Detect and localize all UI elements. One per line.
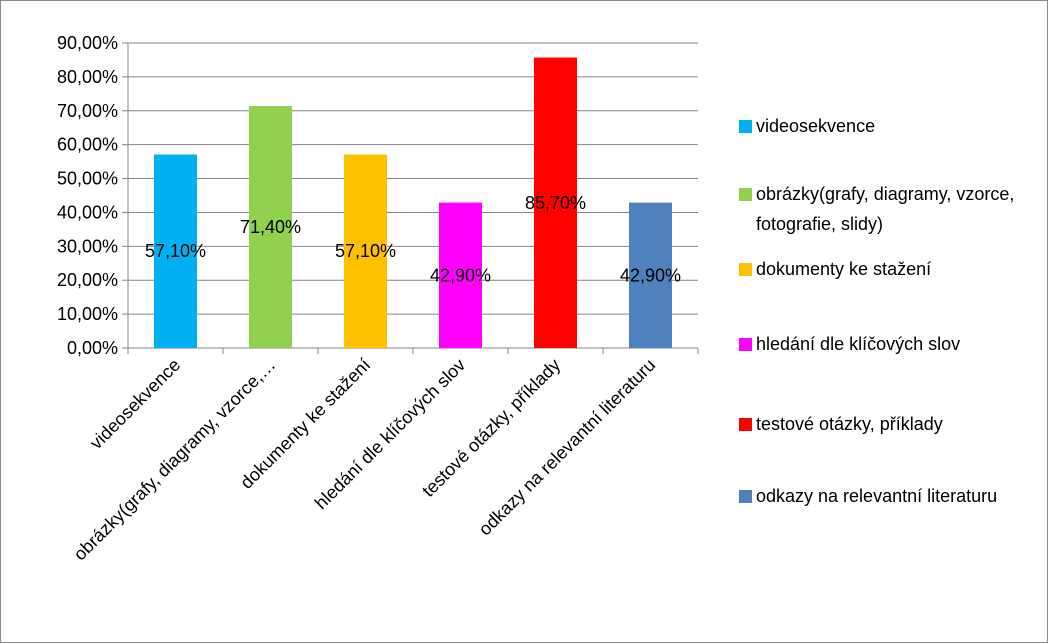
legend-item: dokumenty ke stažení: [739, 254, 1036, 284]
bar: [629, 202, 672, 348]
bar: [439, 202, 482, 348]
legend-label: dokumenty ke stažení: [756, 259, 932, 279]
y-tick-label: 60,00%: [57, 135, 118, 155]
data-label: 42,90%: [620, 265, 681, 285]
y-tick-label: 70,00%: [57, 101, 118, 121]
bars: [154, 57, 672, 349]
y-tick-label: 20,00%: [57, 270, 118, 290]
legend-swatch: [739, 418, 752, 431]
legend-item: testové otázky, příklady: [739, 409, 1036, 439]
legend-swatch: [739, 188, 752, 201]
x-category-label: hledání dle klíčových slov: [311, 355, 469, 513]
bar: [154, 154, 197, 348]
x-category-label: videosekvence: [86, 355, 184, 453]
axes: [122, 42, 699, 354]
data-label: 42,90%: [430, 265, 491, 285]
legend-item: odkazy na relevantní literaturu: [739, 481, 1036, 511]
legend-swatch: [739, 338, 752, 351]
y-tick-label: 40,00%: [57, 202, 118, 222]
legend-swatch: [739, 263, 752, 276]
legend-label: odkazy na relevantní literaturu: [756, 486, 998, 506]
data-label: 85,70%: [525, 193, 586, 213]
x-category-label: obrázky(grafy, diagramy, vzorce,…: [70, 355, 280, 565]
legend-label: testové otázky, příklady: [756, 414, 943, 434]
legend-item: obrázky(grafy, diagramy, vzorce, fotogra…: [739, 179, 1036, 239]
legend-swatch: [739, 120, 752, 133]
data-label: 71,40%: [240, 217, 301, 237]
legend-item: hledání dle klíčových slov: [739, 329, 1036, 359]
legend-label: videosekvence: [756, 116, 876, 136]
x-category-label: odkazy na relevantní literaturu: [475, 355, 660, 540]
bar: [249, 106, 292, 349]
legend-label: obrázky(grafy, diagramy, vzorce, fotogra…: [756, 184, 1015, 234]
y-tick-label: 50,00%: [57, 169, 118, 189]
y-tick-labels: 0,00% 10,00% 20,00% 30,00% 40,00% 50,00% 60,00…: [57, 33, 118, 358]
y-tick-label: 30,00%: [57, 236, 118, 256]
data-label: 57,10%: [145, 241, 206, 261]
bar: [344, 154, 387, 348]
y-tick-label: 80,00%: [57, 67, 118, 87]
y-tick-label: 90,00%: [57, 33, 118, 53]
legend-item: videosekvence: [739, 111, 1036, 141]
legend-label: hledání dle klíčových slov: [756, 334, 961, 354]
y-tick-label: 10,00%: [57, 304, 118, 324]
legend: videosekvence obrázky(grafy, diagramy, vz…: [739, 111, 1039, 591]
bar: [534, 57, 577, 348]
gridlines: [128, 42, 698, 315]
data-label: 57,10%: [335, 241, 396, 261]
y-tick-label: 0,00%: [67, 338, 118, 358]
data-labels: 57,10% 71,40% 57,10% 42,90% 85,70% 42,90%: [145, 193, 681, 286]
legend-swatch: [739, 490, 752, 503]
